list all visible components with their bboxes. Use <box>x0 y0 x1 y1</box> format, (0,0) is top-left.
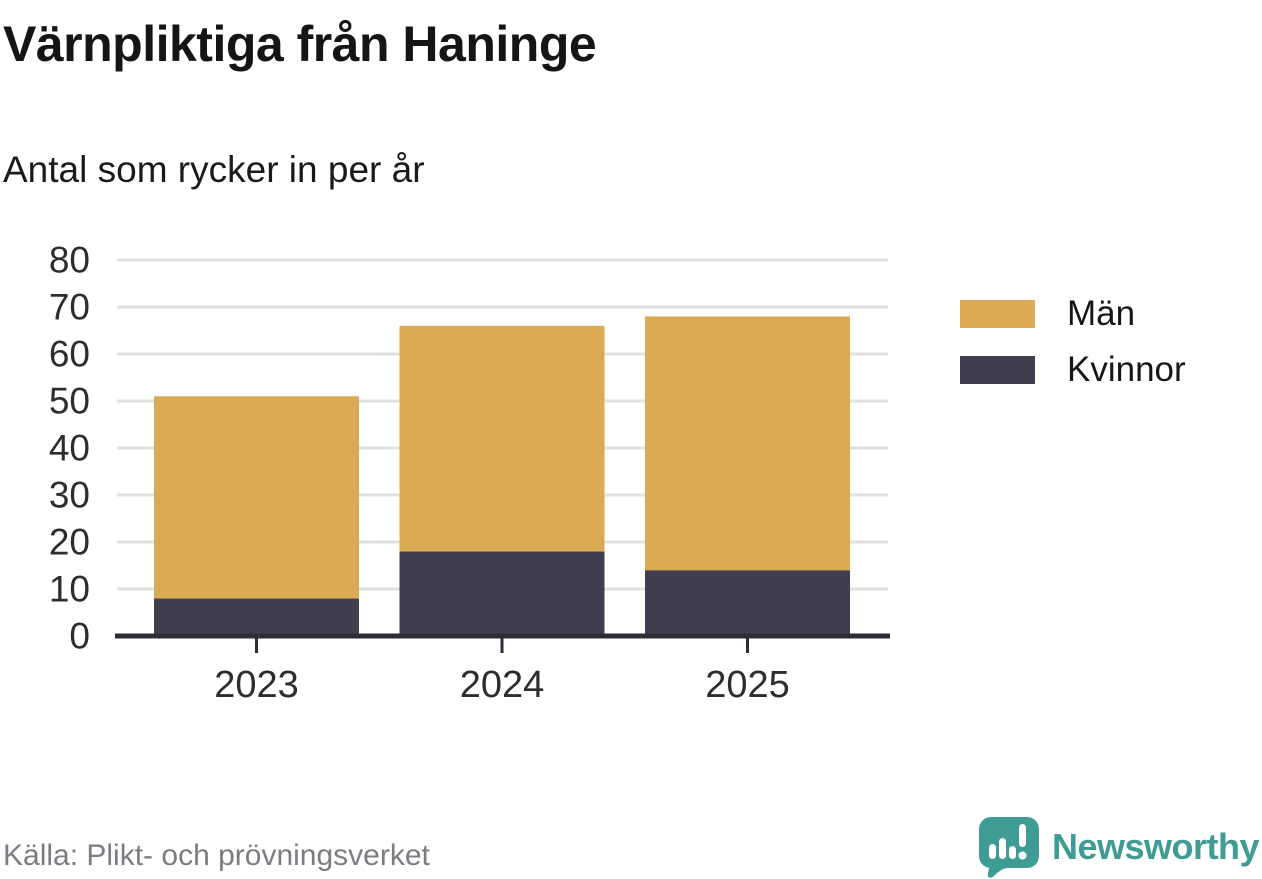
chart-title: Värnpliktiga från Haninge <box>3 16 597 72</box>
bar-segment-Män-2024 <box>399 325 605 552</box>
newsworthy-chart-bubble-icon <box>978 816 1039 878</box>
newsworthy-wordmark: Newsworthy <box>1051 825 1260 867</box>
legend-swatch-men <box>960 300 1035 328</box>
newsworthy-logo: Newsworthy <box>978 815 1260 878</box>
bar-chart-glyph <box>988 823 1027 859</box>
x-tick-label: 2023 <box>214 664 299 706</box>
bar-segment-Kvinnor-2025 <box>645 570 850 636</box>
y-tick-label: 70 <box>49 287 90 328</box>
stacked-bar-chart: 2023 2024 2025 0 10 20 30 40 50 60 70 80 <box>49 240 890 706</box>
legend-label-men: Män <box>1067 294 1136 333</box>
y-tick-label: 60 <box>49 334 90 375</box>
chart-subtitle: Antal som rycker in per år <box>3 149 425 190</box>
legend-item-women: Kvinnor <box>960 350 1186 389</box>
exclamation-bar <box>1018 823 1026 847</box>
exclamation-dot <box>1018 851 1027 859</box>
y-tick-label: 0 <box>69 616 90 657</box>
y-tick-label: 10 <box>49 569 90 610</box>
y-tick-label: 40 <box>49 428 90 469</box>
x-tick-label: 2024 <box>460 664 545 706</box>
y-tick-label: 80 <box>49 240 90 281</box>
y-tick-label: 50 <box>49 381 90 422</box>
bar-segment-Män-2025 <box>645 316 850 571</box>
legend-item-men: Män <box>960 294 1186 333</box>
chart-legend: Män Kvinnor <box>960 294 1186 412</box>
legend-swatch-women <box>960 356 1035 384</box>
bar-segment-Kvinnor-2023 <box>154 598 359 636</box>
source-note: Källa: Plikt- och prövningsverket <box>3 839 430 872</box>
x-tick-label: 2025 <box>705 664 790 706</box>
bar-segment-Män-2023 <box>154 396 359 599</box>
speech-bubble-shape <box>978 816 1039 878</box>
legend-label-women: Kvinnor <box>1067 350 1186 389</box>
y-tick-label: 30 <box>49 475 90 516</box>
bar-segment-Kvinnor-2024 <box>399 551 605 636</box>
y-tick-label: 20 <box>49 522 90 563</box>
